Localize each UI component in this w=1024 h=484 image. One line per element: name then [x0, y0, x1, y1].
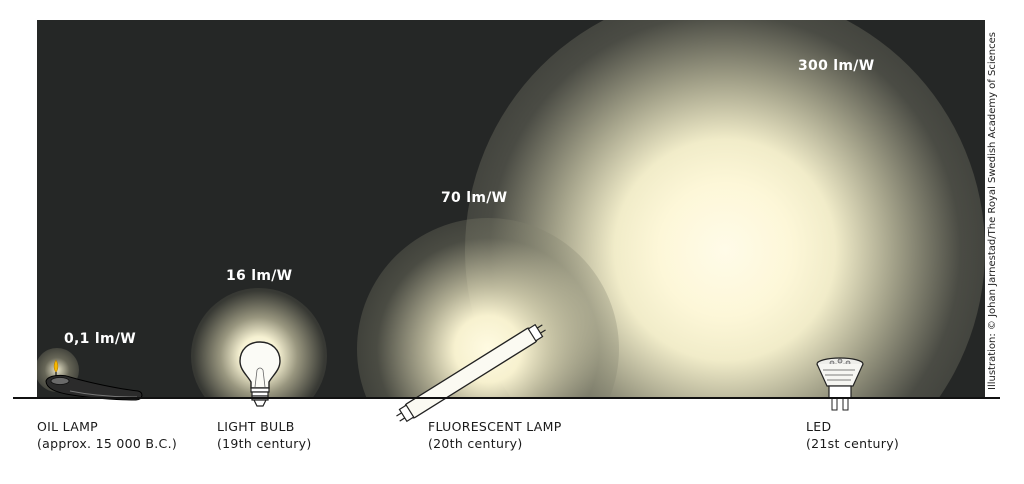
led-spotlight-icon	[816, 357, 864, 411]
light-bulb-icon	[239, 341, 281, 407]
led-name: LED	[806, 419, 832, 434]
light-bulb-name: LIGHT BULB	[217, 419, 295, 434]
illustration-credit: Illustration: © Johan Jarnestad/The Roya…	[987, 32, 998, 390]
oil-lamp-era: (approx. 15 000 B.C.)	[37, 436, 178, 451]
light-bulb-efficacy: 16 lm/W	[226, 268, 293, 284]
ground-line	[13, 397, 1000, 399]
led-label: LED (21st century)	[806, 418, 899, 452]
led-efficacy: 300 lm/W	[798, 58, 875, 74]
fluorescent-name: FLUORESCENT LAMP	[428, 419, 562, 434]
fluorescent-label: FLUORESCENT LAMP (20th century)	[428, 418, 562, 452]
light-bulb-era: (19th century)	[217, 436, 312, 451]
led-era: (21st century)	[806, 436, 900, 451]
oil-lamp-label: OIL LAMP (approx. 15 000 B.C.)	[37, 418, 177, 452]
oil-lamp-name: OIL LAMP	[37, 419, 98, 434]
light-bulb-label: LIGHT BULB (19th century)	[217, 418, 312, 452]
fluorescent-era: (20th century)	[428, 436, 523, 451]
dark-sky-panel: 0,1 lm/W 16 lm/W 70 lm/W 300 lm/W	[37, 20, 985, 398]
oil-lamp-icon	[45, 359, 143, 401]
fluorescent-efficacy: 70 lm/W	[441, 190, 508, 206]
oil-lamp-efficacy: 0,1 lm/W	[64, 331, 137, 347]
fluorescent-tube-icon	[396, 323, 546, 423]
